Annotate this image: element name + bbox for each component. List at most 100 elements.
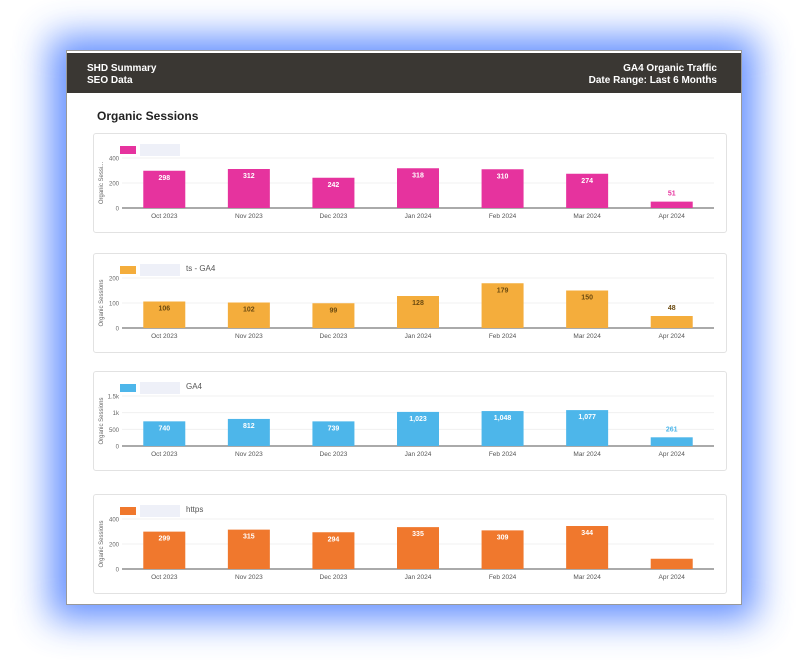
bar[interactable] (650, 437, 693, 446)
data-label: 812 (243, 423, 255, 430)
x-tick-label: Oct 2023 (151, 333, 178, 340)
section-title: Organic Sessions (97, 109, 199, 123)
data-label: 261 (666, 426, 678, 433)
bar[interactable] (227, 418, 270, 446)
y-tick-label: 1.5k (108, 395, 120, 401)
date-range: Date Range: Last 6 Months (588, 75, 717, 86)
data-label: 242 (328, 182, 340, 189)
data-label: 739 (328, 425, 340, 432)
legend-redacted (140, 144, 180, 156)
y-tick-label: 500 (109, 428, 120, 434)
bar[interactable] (397, 527, 439, 569)
chart-card: ts - GA4 0 100 200 Organic Sessions 106 Oct 20… (93, 253, 727, 353)
x-tick-label: Dec 2023 (320, 451, 348, 458)
data-label: 299 (158, 536, 170, 543)
report-right-title: GA4 Organic Traffic (623, 63, 717, 74)
x-tick-label: Feb 2024 (489, 574, 517, 581)
data-label: 310 (497, 173, 509, 180)
x-tick-label: Nov 2023 (235, 574, 263, 581)
bar[interactable] (227, 169, 270, 208)
x-tick-label: Dec 2023 (320, 574, 348, 581)
bar[interactable] (227, 529, 270, 569)
bar[interactable] (566, 173, 609, 208)
bar[interactable] (566, 410, 609, 446)
bar[interactable] (227, 302, 270, 329)
bar[interactable] (143, 170, 186, 208)
bar[interactable] (650, 316, 693, 328)
bar[interactable] (481, 169, 524, 208)
bar[interactable] (481, 283, 524, 328)
bar[interactable] (312, 303, 355, 328)
bar[interactable] (650, 558, 693, 569)
y-tick-label: 200 (109, 182, 120, 188)
bar[interactable] (397, 168, 439, 208)
x-tick-label: Nov 2023 (235, 333, 263, 340)
y-axis-label: Organic Sessions (99, 279, 105, 326)
x-tick-label: Dec 2023 (320, 333, 348, 340)
x-tick-label: Mar 2024 (573, 333, 601, 340)
legend-swatch (120, 146, 136, 154)
data-label: 48 (668, 305, 676, 312)
bar[interactable] (397, 296, 439, 328)
data-label: 128 (412, 300, 424, 307)
chart-card: https 0 200 400 Organic Sessions 299 Oct 2023 3… (93, 494, 727, 594)
data-label: 1,048 (494, 415, 512, 422)
data-label: 335 (412, 531, 424, 538)
y-tick-label: 0 (116, 327, 120, 333)
x-tick-label: Nov 2023 (235, 451, 263, 458)
legend-label: https (186, 505, 204, 514)
y-tick-label: 1k (113, 411, 120, 417)
data-label: 1,077 (578, 414, 596, 421)
x-tick-label: Mar 2024 (573, 451, 601, 458)
bar[interactable] (650, 201, 693, 208)
y-axis-label: Organic Sessi... (99, 161, 105, 204)
report-page: SHD Summary SEO Data GA4 Organic Traffic D… (66, 50, 742, 605)
data-label: 99 (330, 307, 338, 314)
x-tick-label: Feb 2024 (489, 333, 517, 340)
x-tick-label: Oct 2023 (151, 213, 178, 220)
bar[interactable] (566, 290, 609, 329)
x-tick-label: Jan 2024 (405, 451, 432, 458)
x-tick-label: Apr 2024 (659, 333, 686, 340)
bar[interactable] (397, 411, 439, 446)
x-tick-label: Apr 2024 (659, 574, 686, 581)
bar[interactable] (143, 301, 186, 329)
bar[interactable] (312, 532, 355, 569)
report-header: SHD Summary SEO Data GA4 Organic Traffic D… (67, 53, 741, 93)
bar-chart: 0 200 400 Organic Sessi... 298 Oct 2023 312 Nov… (99, 157, 714, 220)
legend-redacted (140, 505, 180, 517)
data-label: 312 (243, 173, 255, 180)
data-label: 102 (243, 307, 255, 314)
data-label: 309 (497, 534, 509, 541)
bar[interactable] (143, 421, 186, 446)
bar[interactable] (481, 530, 524, 569)
bar-chart: 0 100 200 Organic Sessions 106 Oct 2023 102 Nov… (99, 277, 714, 340)
chart-card: 0 200 400 Organic Sessi... 298 Oct 2023 312 Nov… (93, 133, 727, 233)
x-tick-label: Feb 2024 (489, 213, 517, 220)
x-tick-label: Jan 2024 (405, 213, 432, 220)
report-subtitle: SEO Data (87, 75, 133, 86)
bar[interactable] (481, 411, 524, 446)
y-tick-label: 400 (109, 157, 120, 163)
data-label: 298 (158, 175, 170, 182)
bar-chart: 0 200 400 Organic Sessions 299 Oct 2023 315 Nov… (99, 518, 714, 581)
x-tick-label: Apr 2024 (659, 213, 686, 220)
x-tick-label: Jan 2024 (405, 574, 432, 581)
legend-swatch (120, 384, 136, 392)
x-tick-label: Oct 2023 (151, 451, 178, 458)
y-axis-label: Organic Sessions (99, 397, 105, 444)
bar[interactable] (566, 526, 609, 569)
data-label: 82 (668, 548, 676, 555)
data-label: 740 (158, 425, 170, 432)
y-axis-label: Organic Sessions (99, 520, 105, 567)
legend-label: ts - GA4 (186, 264, 216, 273)
bar[interactable] (143, 531, 186, 569)
x-tick-label: Mar 2024 (573, 213, 601, 220)
x-tick-label: Dec 2023 (320, 213, 348, 220)
y-tick-label: 100 (109, 302, 120, 308)
x-tick-label: Feb 2024 (489, 451, 517, 458)
bar[interactable] (312, 177, 355, 208)
bar[interactable] (312, 421, 355, 446)
data-label: 294 (328, 536, 340, 543)
